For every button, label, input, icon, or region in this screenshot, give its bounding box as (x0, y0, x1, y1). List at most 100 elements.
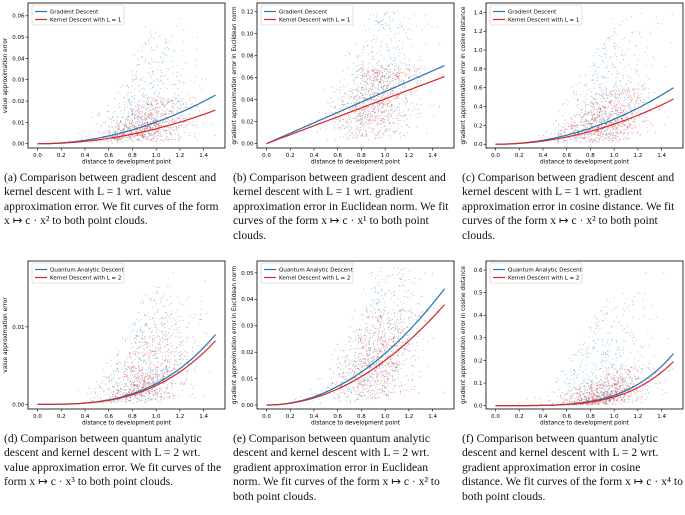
scatter-point (391, 74, 393, 76)
scatter-point (125, 125, 127, 128)
scatter-point (385, 68, 387, 70)
scatter-point (401, 26, 403, 28)
scatter-point (119, 377, 121, 379)
scatter-point (628, 96, 630, 98)
scatter-point (171, 107, 173, 109)
scatter-point (588, 121, 590, 123)
scatter-point (162, 305, 164, 307)
scatter-point (121, 134, 123, 136)
scatter-point (371, 119, 373, 121)
scatter-point (125, 384, 127, 386)
scatter-point (394, 97, 396, 99)
scatter-point (633, 96, 635, 98)
scatter-point (588, 123, 590, 125)
scatter-point (110, 365, 112, 367)
scatter-point (387, 84, 389, 86)
scatter-point (409, 69, 411, 72)
scatter-point (375, 79, 377, 81)
scatter-point (101, 139, 103, 141)
y-axis-label: gradient approximation error in Euclidea… (232, 6, 238, 145)
scatter-point (146, 351, 149, 353)
scatter-point (158, 93, 160, 96)
scatter-point (617, 93, 619, 95)
scatter-point (146, 115, 148, 117)
scatter-point (106, 394, 109, 396)
scatter-point (375, 109, 377, 111)
scatter-point (143, 361, 145, 363)
scatter-point (144, 335, 146, 337)
scatter-point (414, 106, 416, 108)
scatter-point (593, 139, 595, 141)
scatter-point (641, 120, 643, 122)
scatter-point (642, 102, 644, 104)
scatter-point (114, 132, 116, 134)
scatter-point (166, 138, 168, 140)
scatter-point (557, 133, 559, 135)
scatter-point (358, 96, 361, 98)
scatter-point (596, 80, 598, 82)
scatter-point (173, 122, 175, 124)
scatter-point (116, 140, 118, 142)
scatter-point (587, 120, 589, 122)
scatter-point (371, 50, 373, 52)
scatter-point (586, 85, 588, 87)
scatter-point (343, 93, 345, 95)
scatter-point (630, 77, 632, 79)
scatter-point (605, 48, 607, 50)
scatter-point (178, 137, 180, 139)
scatter-point (140, 129, 142, 131)
scatter-point (612, 113, 615, 115)
scatter-point (377, 115, 379, 118)
scatter-point (131, 111, 133, 113)
scatter-point (91, 116, 93, 118)
scatter-point (193, 368, 195, 370)
scatter-point (387, 116, 390, 118)
scatter-point (385, 114, 387, 116)
scatter-point (161, 296, 163, 299)
scatter-point (541, 137, 543, 139)
scatter-point (588, 104, 590, 106)
scatter-point (153, 49, 155, 51)
scatter-point (166, 118, 168, 120)
scatter-point (605, 100, 607, 102)
scatter-point (152, 354, 154, 357)
scatter-point (557, 140, 559, 142)
scatter-point (151, 49, 153, 51)
scatter-point (621, 53, 623, 56)
scatter-point (145, 114, 147, 116)
scatter-point (130, 139, 132, 141)
scatter-point (586, 126, 589, 129)
scatter-point (141, 136, 143, 138)
scatter-point (163, 394, 165, 396)
scatter-point (156, 400, 159, 402)
scatter-point (348, 90, 350, 92)
scatter-point (625, 105, 627, 107)
scatter-point (342, 70, 344, 72)
scatter-point (366, 116, 368, 118)
scatter-point (182, 344, 184, 346)
scatter-point (125, 400, 127, 402)
scatter-point (376, 72, 379, 74)
scatter-point (628, 95, 630, 97)
scatter-point (620, 130, 622, 132)
scatter-point (146, 353, 148, 355)
scatter-point (598, 48, 600, 50)
scatter-point (624, 91, 626, 93)
scatter-point (134, 125, 136, 127)
scatter-point (387, 77, 390, 79)
scatter-point (194, 385, 196, 387)
scatter-point (150, 138, 152, 141)
scatter-point (160, 101, 162, 103)
scatter-point (146, 101, 148, 103)
scatter-point (354, 96, 356, 98)
scatter-point (129, 137, 131, 139)
scatter-point (137, 100, 140, 102)
scatter-point (584, 102, 586, 104)
scatter-point (574, 127, 576, 129)
scatter-point (187, 116, 189, 118)
scatter-point (163, 75, 165, 77)
scatter-point (397, 27, 399, 29)
scatter-point (159, 401, 161, 403)
scatter-point (587, 112, 589, 114)
